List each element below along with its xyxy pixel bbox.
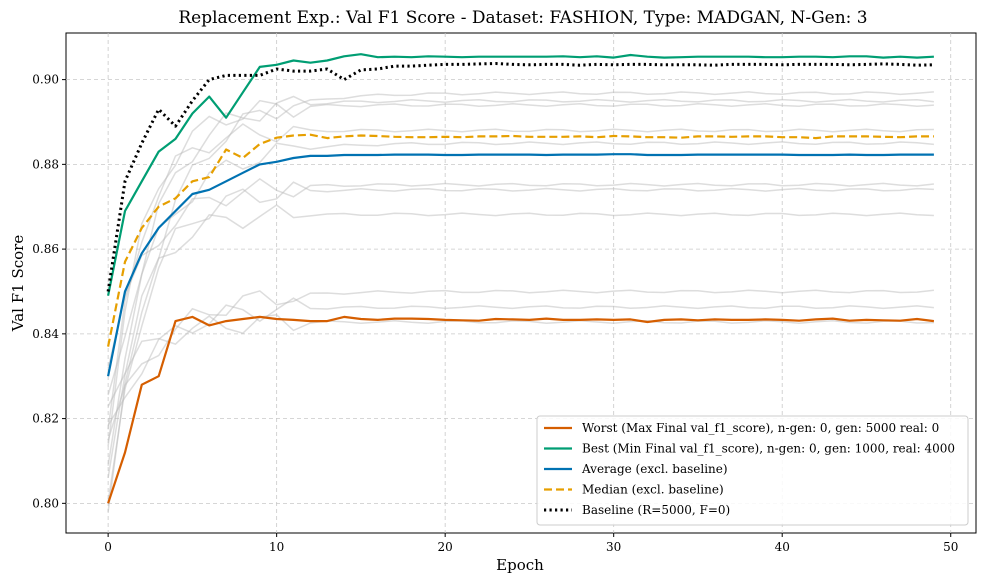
x-axis-label: Epoch [496, 556, 544, 574]
background-run-line [107, 95, 934, 466]
y-tick-label: 0.88 [32, 157, 59, 171]
background-run-line [107, 181, 934, 502]
series-line-1 [107, 53, 934, 296]
legend-entry: Best (Min Final val_f1_score), n-gen: 0,… [582, 442, 955, 456]
axes: 0 10 20 30 40 50 0.80 0.82 0.84 0.86 0.88 0.90 [32, 73, 958, 554]
y-tick-label: 0.82 [32, 412, 59, 426]
series-line-3 [107, 133, 934, 347]
y-tick-label: 0.86 [32, 242, 59, 256]
background-run-line [107, 204, 934, 478]
legend: Worst (Max Final val_f1_score), n-gen: 0… [536, 415, 969, 526]
background-run-line [107, 123, 934, 430]
legend-entry: Baseline (R=5000, F=0) [582, 503, 730, 517]
series-line-4 [106, 62, 934, 292]
background-run-line [107, 141, 934, 396]
background-run-line [107, 289, 934, 441]
x-tick-label: 10 [269, 540, 284, 554]
background-run-line [107, 177, 934, 369]
background-run-line [107, 99, 934, 447]
y-tick-label: 0.84 [32, 327, 59, 341]
background-run-line [107, 297, 934, 426]
y-tick-label: 0.90 [32, 73, 59, 87]
series-lines [106, 53, 935, 504]
legend-entry: Median (excl. baseline) [582, 483, 724, 497]
legend-entry: Average (excl. baseline) [581, 462, 728, 476]
y-tick-label: 0.80 [32, 496, 59, 510]
background-run-line [107, 91, 934, 512]
chart-title: Replacement Exp.: Val F1 Score - Dataset… [178, 8, 867, 28]
x-tick-label: 20 [438, 540, 453, 554]
legend-entry: Worst (Max Final val_f1_score), n-gen: 0… [582, 421, 939, 435]
series-line-0 [107, 315, 935, 504]
background-series [107, 91, 934, 512]
x-tick-label: 0 [104, 540, 112, 554]
series-line-2 [107, 153, 934, 377]
x-tick-label: 50 [943, 540, 958, 554]
legend-box [536, 415, 969, 526]
x-tick-label: 40 [775, 540, 790, 554]
x-tick-label: 30 [606, 540, 621, 554]
y-axis-label: Val F1 Score [9, 235, 27, 333]
background-run-line [107, 314, 934, 407]
